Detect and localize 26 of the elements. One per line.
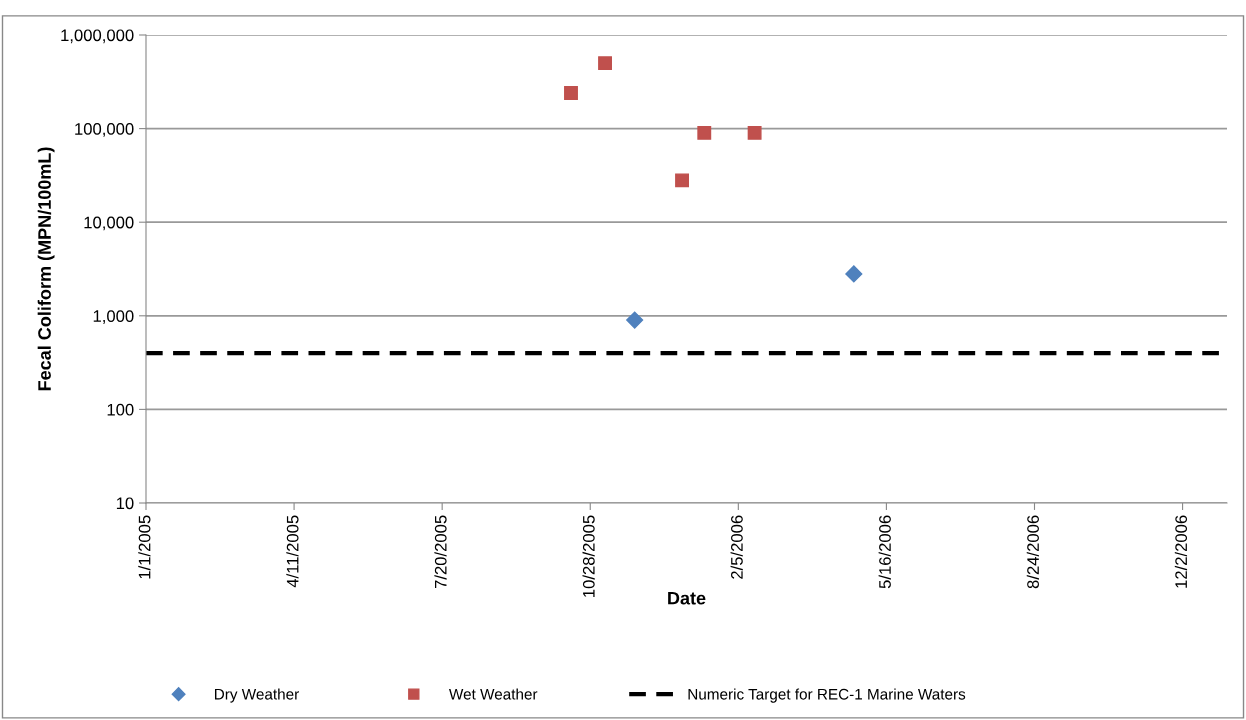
x-tick-label: 4/11/2005 bbox=[286, 515, 299, 588]
x-tick-label: 10/28/2005 bbox=[582, 515, 595, 597]
point bbox=[845, 265, 863, 283]
y-tick-label: 100,000 bbox=[75, 123, 134, 137]
y-tick-label: 10,000 bbox=[84, 216, 134, 231]
x-tick-label: 7/20/2005 bbox=[434, 515, 447, 589]
y-tick-label: 10 bbox=[116, 497, 134, 510]
x-tick-label: 1/1/2005 bbox=[138, 515, 151, 579]
point bbox=[747, 125, 762, 140]
point bbox=[598, 56, 612, 71]
y-tick-label: 100 bbox=[107, 403, 134, 416]
legend-label: Wet Weather bbox=[449, 688, 538, 700]
legend-label: Dry Weather bbox=[214, 688, 299, 703]
point bbox=[697, 125, 712, 140]
legend-label: Numeric Target for REC-1 Marine Waters bbox=[688, 688, 966, 703]
x-tick-label: 2/5/2006 bbox=[730, 515, 743, 579]
x-tick-label: 12/2/2006 bbox=[1174, 515, 1188, 588]
x-axis-title: Date bbox=[668, 591, 706, 605]
y-tick-label: 1,000 bbox=[93, 310, 134, 324]
x-tick-label: 5/16/2006 bbox=[878, 515, 891, 589]
point bbox=[675, 173, 690, 188]
x-tick-label: 8/24/2006 bbox=[1026, 515, 1039, 589]
y-axis-title: Fecal Coliform (MPN/100mL) bbox=[37, 147, 55, 391]
y-tick-label: 1,000,000 bbox=[61, 29, 134, 44]
point bbox=[626, 311, 644, 329]
point bbox=[564, 86, 578, 100]
